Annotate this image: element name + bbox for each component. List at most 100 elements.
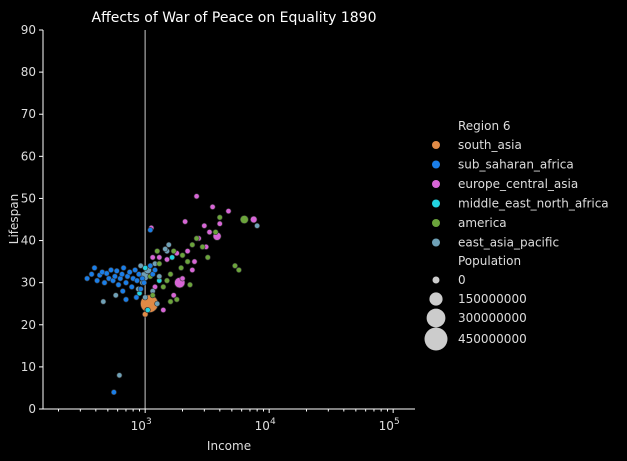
data-point-sub-saharan-africa — [103, 270, 110, 277]
data-point-america — [154, 248, 161, 254]
data-point-america — [167, 271, 174, 278]
data-point-sub-saharan-africa — [91, 264, 98, 271]
legend-marker-middle-east-north-africa — [432, 199, 440, 208]
data-point-sub-saharan-africa — [113, 267, 120, 274]
data-point-east-asia-pacific — [116, 372, 123, 379]
data-point-sub-saharan-africa — [123, 279, 129, 286]
data-point-europe-central-asia — [193, 193, 200, 200]
y-tick-label: 10 — [21, 360, 36, 374]
data-point-america — [187, 281, 193, 288]
data-point-america — [216, 214, 223, 221]
data-point-america — [179, 252, 186, 259]
data-point-east-asia-pacific — [254, 222, 260, 229]
data-point-sub-saharan-africa — [119, 288, 126, 294]
data-point-middle-east-north-africa — [144, 307, 151, 313]
data-point-europe-central-asia — [250, 215, 258, 224]
legend-marker-east-asia-pacific — [432, 238, 440, 247]
legend-label-europe-central-asia: europe_central_asia — [458, 177, 578, 191]
data-point-europe-central-asia — [160, 307, 167, 313]
y-tick-label: 70 — [21, 107, 36, 121]
data-point-europe-central-asia — [156, 254, 163, 261]
data-point-east-asia-pacific — [112, 292, 119, 299]
data-point-europe-central-asia — [189, 267, 196, 273]
data-point-sub-saharan-africa — [123, 296, 129, 303]
data-point-america — [170, 248, 177, 254]
data-point-sub-saharan-africa — [108, 267, 114, 273]
data-point-sub-saharan-africa — [84, 275, 90, 282]
legend-size-entries: 0 150000000 300000000 450000000 — [424, 273, 527, 351]
data-point-east-asia-pacific — [142, 294, 149, 301]
legend-hue-entries: south_asia sub_saharan_africa europe_centr… — [432, 138, 609, 250]
legend-label-sub-saharan-africa: sub_saharan_africa — [458, 158, 574, 172]
data-point-europe-central-asia — [182, 218, 188, 225]
data-point-europe-central-asia — [201, 222, 208, 229]
data-point-east-asia-pacific — [165, 241, 172, 248]
legend-size-label: 0 — [458, 273, 466, 287]
data-point-east-asia-pacific — [156, 273, 163, 280]
x-tick-label: 105 — [379, 417, 400, 433]
legend-size-marker — [424, 327, 448, 351]
data-point-america — [199, 243, 206, 250]
data-point-america — [173, 296, 180, 303]
data-point-sub-saharan-africa — [147, 227, 154, 233]
data-point-sub-saharan-africa — [135, 271, 142, 278]
data-point-america — [232, 262, 238, 269]
data-point-america — [193, 235, 200, 242]
data-point-europe-central-asia — [184, 248, 191, 254]
legend-size-label: 150000000 — [458, 292, 527, 306]
legend-label-south-asia: south_asia — [458, 138, 522, 152]
y-tick-label: 60 — [21, 149, 36, 163]
legend-marker-america — [432, 219, 440, 227]
data-point-europe-central-asia — [206, 229, 213, 235]
data-point-sub-saharan-africa — [134, 277, 140, 284]
y-tick-label: 80 — [21, 65, 36, 79]
data-point-europe-central-asia — [164, 256, 170, 263]
legend-label-america: america — [458, 216, 507, 230]
data-point-sub-saharan-africa — [128, 283, 135, 290]
x-tick-label: 104 — [255, 417, 276, 433]
data-point-europe-central-asia — [209, 203, 216, 210]
legend-marker-south-asia — [432, 141, 440, 149]
data-point-east-asia-pacific — [100, 298, 107, 305]
data-point-sub-saharan-africa — [111, 389, 117, 396]
legend-size-marker — [429, 292, 443, 306]
data-point-east-asia-pacific — [162, 246, 169, 252]
data-point-sub-saharan-africa — [132, 267, 138, 273]
data-point-america — [156, 260, 163, 267]
data-point-europe-central-asia — [191, 258, 198, 265]
data-point-sub-saharan-africa — [147, 262, 154, 269]
y-tick-label: 20 — [21, 318, 36, 332]
data-point-east-asia-pacific — [137, 262, 144, 269]
data-point-sub-saharan-africa — [101, 279, 108, 286]
data-point-sub-saharan-africa — [133, 294, 140, 301]
y-tick-label: 50 — [21, 191, 36, 205]
data-point-sub-saharan-africa — [88, 271, 95, 278]
data-point-sub-saharan-africa — [137, 286, 144, 292]
data-point-europe-central-asia — [216, 220, 223, 227]
legend-size-label: 450000000 — [458, 332, 527, 346]
data-point-america — [212, 229, 219, 235]
data-point-sub-saharan-africa — [141, 279, 147, 286]
legend-label-east-asia-pacific: east_asia_pacific — [458, 236, 559, 250]
data-point-sub-saharan-africa — [120, 264, 127, 271]
x-tick-label: 103 — [131, 417, 152, 433]
data-point-america — [164, 277, 170, 284]
data-point-america — [240, 215, 249, 224]
legend-size-title: Population — [458, 254, 521, 268]
y-tick-label: 0 — [28, 402, 36, 416]
data-point-sub-saharan-africa — [126, 269, 133, 275]
data-point-america — [149, 292, 156, 299]
data-point-sub-saharan-africa — [94, 277, 100, 284]
data-point-america — [235, 267, 242, 273]
legend-marker-sub-saharan-africa — [432, 160, 440, 169]
y-axis-label: Lifespan — [7, 194, 21, 244]
data-point-sub-saharan-africa — [115, 281, 122, 288]
y-tick-label: 90 — [21, 23, 36, 37]
data-point-sub-saharan-africa — [112, 273, 118, 280]
data-point-america — [178, 264, 184, 271]
data-point-europe-central-asia — [170, 292, 177, 299]
data-point-america — [189, 241, 196, 248]
data-point-europe-central-asia — [225, 208, 232, 214]
data-point-europe-central-asia — [179, 275, 186, 282]
